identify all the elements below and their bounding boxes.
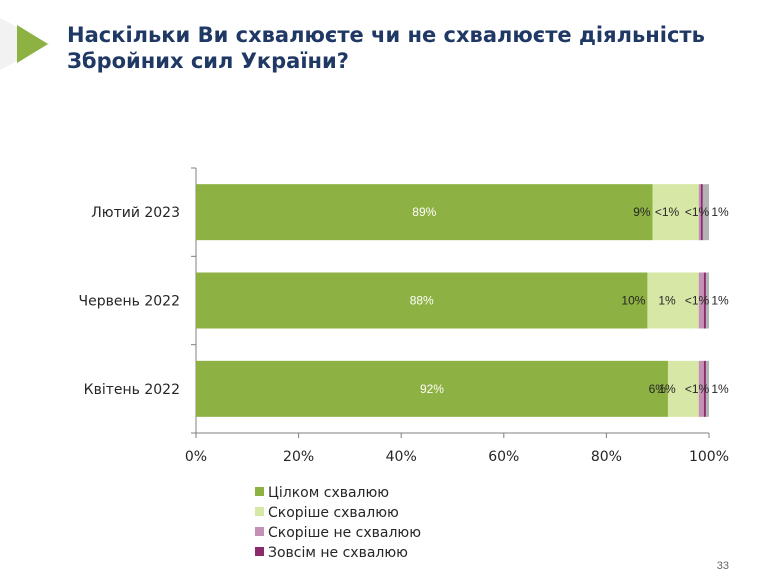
data-label: 9% (633, 205, 651, 219)
page-title: Наскільки Ви схвалюєте чи не схвалюєте д… (67, 23, 705, 73)
data-label: <1% (685, 205, 710, 219)
x-tick-label: 40% (386, 449, 417, 465)
legend-label: Скоріше схвалюю (268, 505, 399, 521)
legend-label: Цілком схвалюю (268, 485, 389, 501)
bar-segment (698, 360, 704, 417)
legend-swatch (255, 547, 264, 556)
bar-segment (703, 272, 706, 329)
legend-swatch (255, 487, 264, 496)
data-label: 1% (658, 294, 676, 308)
data-label: 1% (658, 382, 676, 396)
bar-segment (705, 360, 709, 417)
data-label: 1% (711, 382, 729, 396)
data-label: 89% (412, 205, 436, 219)
bar-segment (700, 184, 703, 241)
data-label: 1% (711, 205, 729, 219)
data-label: 10% (621, 294, 645, 308)
data-label: 92% (420, 382, 444, 396)
bar-segment (652, 184, 699, 241)
category-label: Лютий 2023 (91, 205, 180, 221)
slide-arrow-icon (0, 18, 50, 70)
data-label: 1% (711, 294, 729, 308)
legend-label: Скоріше не схвалюю (268, 525, 421, 541)
bar-segment (647, 272, 699, 329)
page-number: 33 (716, 560, 729, 572)
data-label: 6% (649, 382, 667, 396)
data-label: 88% (410, 294, 434, 308)
x-tick-label: 0% (185, 449, 207, 465)
bar-segment (698, 184, 701, 241)
bar-segment (703, 360, 706, 417)
bar-segment (705, 272, 709, 329)
bar-segment (667, 360, 699, 417)
bar-segment (698, 272, 704, 329)
legend-swatch (255, 527, 264, 536)
bar-segment (196, 184, 653, 241)
category-label: Червень 2022 (79, 294, 180, 310)
category-label: Квітень 2022 (84, 382, 180, 398)
data-label: <1% (655, 205, 680, 219)
x-tick-label: 60% (488, 449, 519, 465)
bar-segment (702, 184, 709, 241)
x-tick-label: 20% (283, 449, 314, 465)
legend-swatch (255, 507, 264, 516)
data-label: <1% (685, 294, 710, 308)
x-tick-label: 100% (689, 449, 729, 465)
data-label: <1% (685, 382, 710, 396)
bar-segment (196, 360, 668, 417)
legend-label: Зовсім не схвалюю (268, 545, 408, 561)
x-tick-label: 80% (591, 449, 622, 465)
bar-segment (196, 272, 648, 329)
